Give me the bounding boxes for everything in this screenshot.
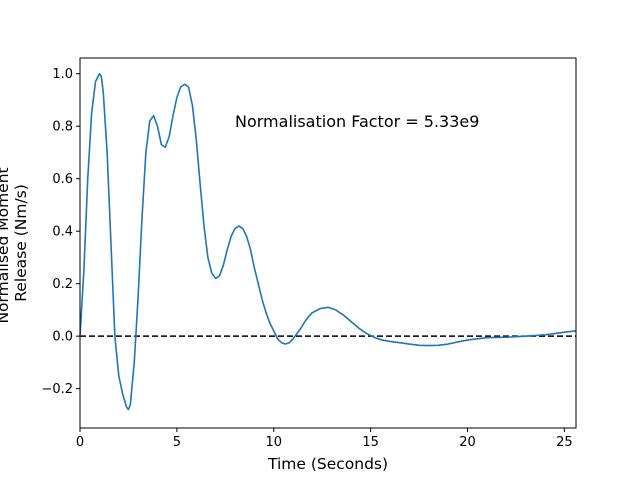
x-axis: 0 5 10 15 20 25 [76,428,573,450]
y-axis-label: Normalised Moment Release (Nm/s) [0,162,30,323]
series-line-0 [79,72,577,411]
x-tick-label: 25 [556,435,573,450]
y-tick-label: 0.8 [52,120,73,135]
y-tick-label: 0.4 [52,225,73,240]
annotation-normalisation-factor: Normalisation Factor = 5.33e9 [235,112,479,131]
x-tick-label: 5 [173,435,181,450]
y-axis: −0.2 0.0 0.2 0.4 0.6 0.8 1.0 [41,67,80,397]
plot-content [79,72,577,411]
y-tick-label: 0.0 [52,330,73,345]
plot-frame [79,57,577,429]
x-axis-label: Time (Seconds) [267,455,388,473]
y-tick-label: 0.2 [52,277,73,292]
plot-area [80,58,576,428]
y-tick-label: −0.2 [41,382,73,397]
x-tick-label: 15 [362,435,379,450]
y-tick-label: 0.6 [52,172,73,187]
y-axis-label-line-1: Normalised Moment [0,167,12,323]
x-tick-label: 20 [459,435,476,450]
x-tick-label: 10 [265,435,282,450]
y-axis-label-line-2: Release (Nm/s) [12,184,30,302]
x-tick-label: 0 [76,435,84,450]
y-tick-label: 1.0 [52,67,73,82]
